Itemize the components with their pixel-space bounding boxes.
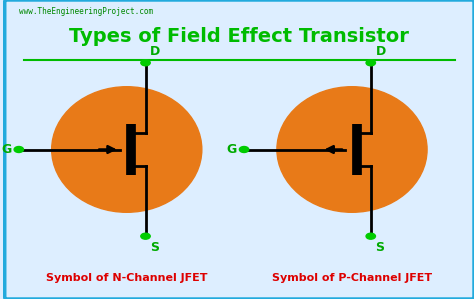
Circle shape [14, 147, 24, 152]
Circle shape [366, 233, 375, 239]
Circle shape [239, 147, 249, 152]
Text: D: D [375, 45, 386, 58]
Text: Types of Field Effect Transistor: Types of Field Effect Transistor [69, 27, 410, 46]
Circle shape [141, 233, 150, 239]
Circle shape [141, 60, 150, 66]
Text: G: G [1, 143, 12, 156]
Text: www.TheEngineeringProject.com: www.TheEngineeringProject.com [19, 7, 153, 16]
Text: S: S [150, 241, 159, 254]
Circle shape [366, 60, 375, 66]
Ellipse shape [277, 87, 427, 212]
Text: Symbol of P-Channel JFET: Symbol of P-Channel JFET [272, 273, 432, 283]
Text: S: S [375, 241, 384, 254]
FancyBboxPatch shape [5, 0, 474, 299]
Text: G: G [227, 143, 237, 156]
Ellipse shape [52, 87, 202, 212]
Text: D: D [150, 45, 161, 58]
Text: Symbol of N-Channel JFET: Symbol of N-Channel JFET [46, 273, 208, 283]
